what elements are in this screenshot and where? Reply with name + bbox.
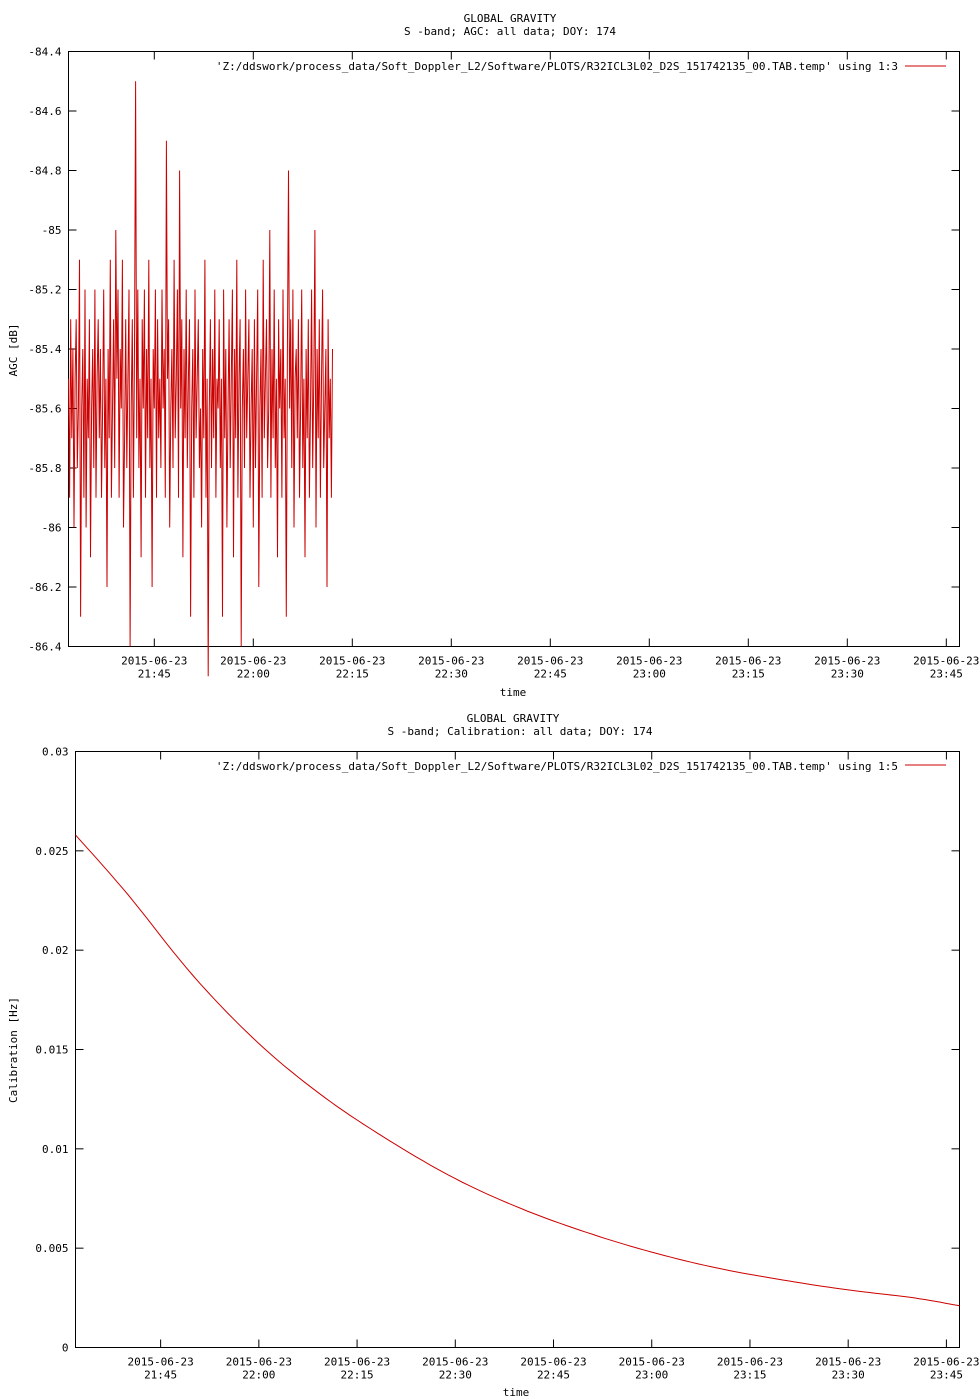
calibration-x-tick-date: 2015-06-23 <box>226 1356 292 1369</box>
calibration-y-tick-label: 0.02 <box>42 944 69 957</box>
agc-series-line <box>68 81 333 677</box>
calibration-x-tick-time: 22:30 <box>439 1369 472 1382</box>
calibration-y-tick-label: 0.005 <box>35 1242 68 1255</box>
calibration-chart: GLOBAL GRAVITY S -band; Calibration: all… <box>7 712 980 1399</box>
calibration-x-tick-time: 23:00 <box>635 1369 668 1382</box>
calibration-x-axis: 2015-06-2321:452015-06-2322:002015-06-23… <box>128 751 980 1382</box>
agc-y-tick-label: -85 <box>42 224 62 237</box>
calibration-x-tick-date: 2015-06-23 <box>717 1356 783 1369</box>
agc-chart-xlabel: time <box>500 686 527 699</box>
agc-y-tick-label: -84.8 <box>28 165 61 178</box>
agc-y-tick-label: -85.8 <box>28 462 61 475</box>
calibration-chart-xlabel: time <box>503 1386 530 1399</box>
agc-x-tick-date: 2015-06-23 <box>517 655 583 668</box>
agc-series <box>68 81 333 677</box>
agc-x-axis: 2015-06-2321:452015-06-2322:002015-06-23… <box>121 51 979 681</box>
agc-y-tick-label: -86.2 <box>28 581 61 594</box>
agc-chart: GLOBAL GRAVITY S -band; AGC: all data; D… <box>7 12 979 699</box>
agc-x-tick-time: 23:30 <box>831 668 864 681</box>
calibration-x-tick-time: 21:45 <box>144 1369 177 1382</box>
agc-x-tick-date: 2015-06-23 <box>220 655 286 668</box>
agc-y-tick-label: -85.6 <box>28 403 61 416</box>
calibration-chart-ylabel: Calibration [Hz] <box>7 997 20 1103</box>
agc-x-tick-time: 22:30 <box>435 668 468 681</box>
agc-x-tick-time: 22:45 <box>534 668 567 681</box>
calibration-x-tick-date: 2015-06-23 <box>520 1356 586 1369</box>
calibration-x-tick-date: 2015-06-23 <box>128 1356 194 1369</box>
agc-y-tick-label: -85.4 <box>28 343 61 356</box>
calibration-y-tick-label: 0.03 <box>42 746 69 759</box>
agc-x-tick-time: 21:45 <box>138 668 171 681</box>
calibration-x-tick-time: 22:45 <box>537 1369 570 1382</box>
calibration-y-tick-label: 0.015 <box>35 1044 68 1057</box>
calibration-x-tick-date: 2015-06-23 <box>324 1356 390 1369</box>
agc-legend-label: 'Z:/ddswork/process_data/Soft_Doppler_L2… <box>216 60 898 73</box>
calibration-x-tick-date: 2015-06-23 <box>422 1356 488 1369</box>
calibration-x-tick-time: 22:00 <box>242 1369 275 1382</box>
calibration-x-tick-time: 23:15 <box>733 1369 766 1382</box>
calibration-x-tick-date: 2015-06-23 <box>815 1356 881 1369</box>
agc-x-tick-date: 2015-06-23 <box>616 655 682 668</box>
agc-y-tick-label: -85.2 <box>28 284 61 297</box>
calibration-series-line <box>75 834 960 1307</box>
agc-x-tick-time: 23:15 <box>732 668 765 681</box>
agc-y-tick-label: -84.4 <box>28 46 61 59</box>
calibration-y-tick-label: 0.01 <box>42 1143 69 1156</box>
calibration-y-tick-label: 0 <box>62 1342 69 1355</box>
calibration-series <box>75 834 960 1307</box>
agc-x-tick-date: 2015-06-23 <box>913 655 979 668</box>
calibration-x-tick-time: 23:30 <box>832 1369 865 1382</box>
calibration-x-tick-time: 23:45 <box>930 1369 963 1382</box>
agc-x-tick-date: 2015-06-23 <box>814 655 880 668</box>
agc-x-tick-time: 22:15 <box>336 668 369 681</box>
calibration-chart-title: GLOBAL GRAVITY <box>467 712 560 725</box>
calibration-plot-frame <box>75 751 960 1348</box>
calibration-y-tick-label: 0.025 <box>35 845 68 858</box>
agc-y-tick-label: -84.6 <box>28 105 61 118</box>
agc-chart-ylabel: AGC [dB] <box>7 324 20 377</box>
agc-plot-frame <box>68 51 960 647</box>
calibration-y-axis: 0.03 0.025 0.02 0.015 0.01 0.005 0 <box>35 746 960 1355</box>
calibration-x-tick-date: 2015-06-23 <box>619 1356 685 1369</box>
agc-x-tick-time: 23:00 <box>633 668 666 681</box>
agc-y-tick-label: -86.4 <box>28 641 61 654</box>
agc-y-tick-label: -86 <box>42 522 62 535</box>
agc-x-tick-time: 23:45 <box>930 668 963 681</box>
agc-x-tick-date: 2015-06-23 <box>715 655 781 668</box>
calibration-x-tick-date: 2015-06-23 <box>913 1356 979 1369</box>
calibration-legend-label: 'Z:/ddswork/process_data/Soft_Doppler_L2… <box>216 760 898 773</box>
agc-x-tick-time: 22:00 <box>237 668 270 681</box>
agc-x-tick-date: 2015-06-23 <box>121 655 187 668</box>
agc-x-tick-date: 2015-06-23 <box>418 655 484 668</box>
agc-chart-subtitle: S -band; AGC: all data; DOY: 174 <box>404 25 616 38</box>
agc-chart-title: GLOBAL GRAVITY <box>464 12 557 25</box>
calibration-chart-subtitle: S -band; Calibration: all data; DOY: 174 <box>388 725 653 738</box>
calibration-x-tick-time: 22:15 <box>341 1369 374 1382</box>
agc-x-tick-date: 2015-06-23 <box>319 655 385 668</box>
